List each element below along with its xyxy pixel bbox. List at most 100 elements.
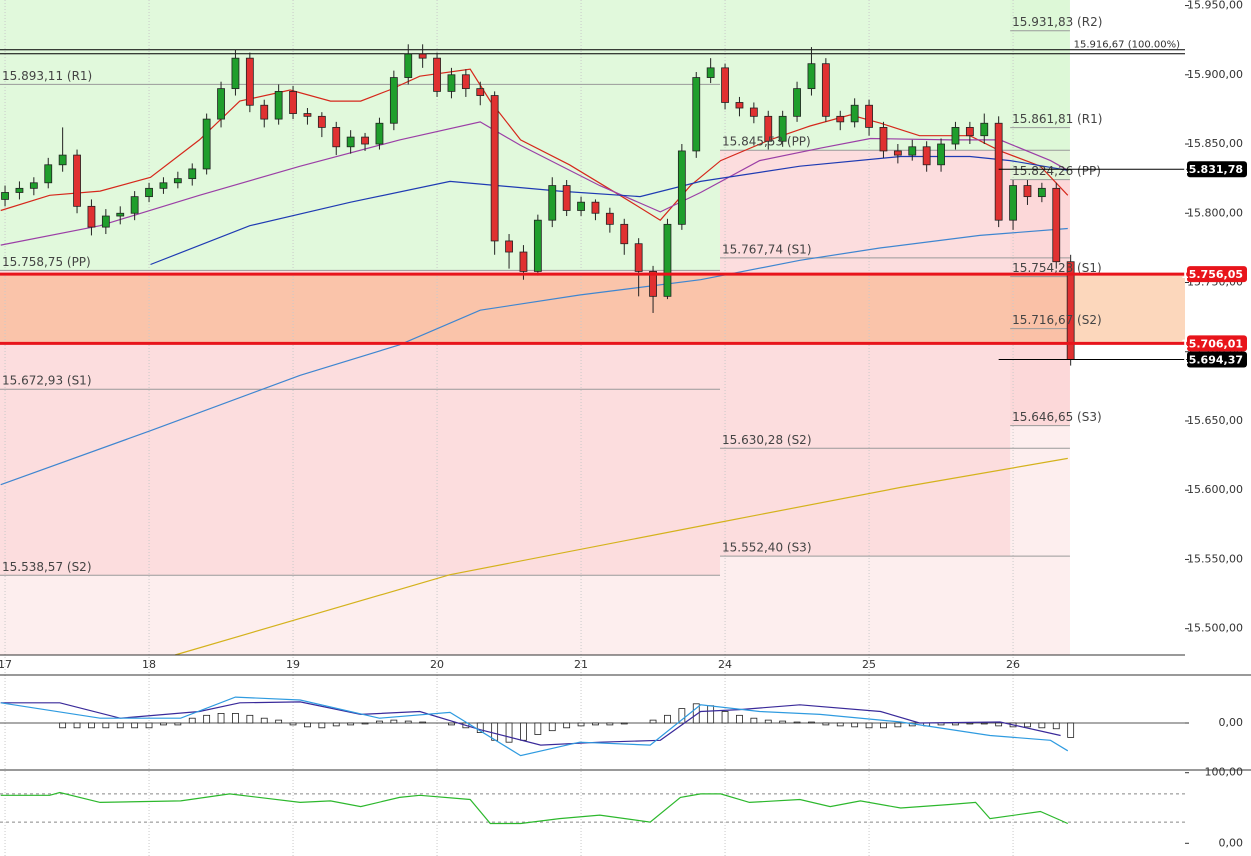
pivot-label: 15.672,93 (S1) [2, 374, 92, 388]
candle-body [260, 104, 269, 120]
bear-zone-light [1010, 425, 1070, 655]
macd-histogram-bar [736, 714, 743, 724]
macd-histogram-bar [851, 722, 859, 728]
price-tag [1187, 335, 1247, 352]
macd-histogram-bar [174, 722, 182, 726]
pivot-label: 15.824,26 (PP) [1012, 164, 1101, 178]
candle-body [389, 77, 398, 124]
macd-histogram-bar [692, 703, 700, 724]
candle-body [965, 126, 974, 137]
price-tag-label: 15.756,05 [1181, 268, 1243, 281]
macd-histogram-bar [808, 721, 815, 724]
y-tick-label: 15.550,00 [1187, 552, 1243, 565]
pivot-label: 15.552,40 (S3) [722, 541, 812, 555]
candle-body [793, 88, 801, 117]
macd-histogram-bar [88, 722, 95, 729]
indicator-line [0, 121, 1069, 246]
pivot-label: 15.893,11 (R1) [2, 69, 92, 83]
candle-body [721, 67, 729, 103]
macd-histogram-bar [534, 722, 542, 735]
y-tick-label: 15.650,00 [1187, 414, 1243, 427]
macd-histogram-bar [606, 722, 614, 726]
candle-body [303, 113, 312, 117]
x-tick-label: 20 [430, 658, 444, 671]
candle-body [145, 187, 153, 198]
candle-body [44, 164, 53, 184]
candle-body [865, 104, 873, 128]
bull-zone [0, 0, 721, 271]
macd-histogram-bar [1067, 722, 1075, 738]
price-tag [1187, 351, 1247, 368]
macd-histogram-bar [836, 722, 844, 727]
indicator-line [150, 155, 1068, 266]
macd-histogram-bar [217, 713, 225, 724]
candle-body [346, 136, 355, 148]
pivot-label: 15.758,75 (PP) [2, 255, 91, 269]
macd-histogram-bar [721, 711, 729, 724]
macd-histogram-bar [376, 720, 383, 724]
macd-histogram-bar [59, 722, 67, 729]
y-tick-label: 0,00 [1219, 716, 1244, 729]
candle-body [692, 77, 701, 152]
candle-body [202, 118, 211, 170]
macd-histogram-bar [995, 722, 1003, 727]
pivot-label: 15.845,53 (PP) [722, 135, 811, 149]
candle-body [519, 251, 528, 272]
y-tick-label: 0,00 [1219, 836, 1244, 849]
pivot-label: 15.538,57 (S2) [2, 560, 92, 574]
macd-histogram-bar [361, 722, 369, 725]
macd-histogram-bar [102, 722, 110, 729]
candle-body [101, 215, 110, 228]
candle-body [620, 223, 629, 245]
macd-histogram-bar [649, 719, 657, 724]
candle-body [289, 90, 297, 114]
candle-body [577, 201, 585, 211]
candle-body [951, 126, 960, 145]
candle-body [850, 104, 859, 123]
pivot-label: 15.931,83 (R2) [1012, 15, 1102, 29]
macd-histogram-bar [563, 722, 571, 729]
candle-body [1037, 187, 1046, 198]
macd-histogram-bar [966, 722, 974, 725]
macd-histogram-bar [347, 722, 355, 726]
macd-histogram-bar [131, 722, 139, 729]
candle-body [217, 88, 225, 120]
pivot-label: 15.716,67 (S2) [1012, 313, 1102, 327]
candle-body [173, 178, 182, 184]
candle-body [706, 67, 715, 78]
macd-histogram-bar [188, 717, 196, 724]
macd-histogram-bar [476, 722, 484, 734]
pivot-label: 15.861,81 (R1) [1012, 112, 1102, 126]
x-tick-label: 26 [1006, 658, 1020, 671]
candle-body [505, 240, 513, 253]
price-tag [1187, 266, 1247, 283]
candle-body [58, 154, 67, 166]
candle-body [677, 150, 686, 225]
macd-histogram-bar [620, 722, 628, 725]
macd-histogram-bar [246, 714, 254, 724]
alert-band [0, 274, 1185, 344]
candle-body [159, 182, 168, 189]
x-tick-label: 24 [718, 658, 732, 671]
candle-body [605, 212, 614, 225]
candle-body [1023, 185, 1032, 198]
indicator-line [0, 68, 1069, 221]
y-tick-label: 15.950,00 [1187, 0, 1243, 12]
y-tick-label: 15.500,00 [1187, 622, 1243, 635]
y-tick-label: 100,00 [1205, 766, 1244, 779]
candle-body [73, 154, 81, 207]
indicator-line [174, 457, 1068, 656]
macd-histogram-bar [678, 708, 686, 724]
macd-histogram-bar [145, 722, 153, 729]
candle-body [130, 196, 139, 214]
candle-body [15, 187, 24, 193]
candle-body [980, 122, 989, 137]
bear-zone [0, 270, 721, 576]
macd-histogram-bar [520, 722, 527, 741]
marks [0, 44, 1075, 825]
candle-body [29, 182, 38, 189]
candle-body [461, 74, 470, 90]
candle-body [317, 115, 326, 128]
candle-body [922, 146, 931, 166]
